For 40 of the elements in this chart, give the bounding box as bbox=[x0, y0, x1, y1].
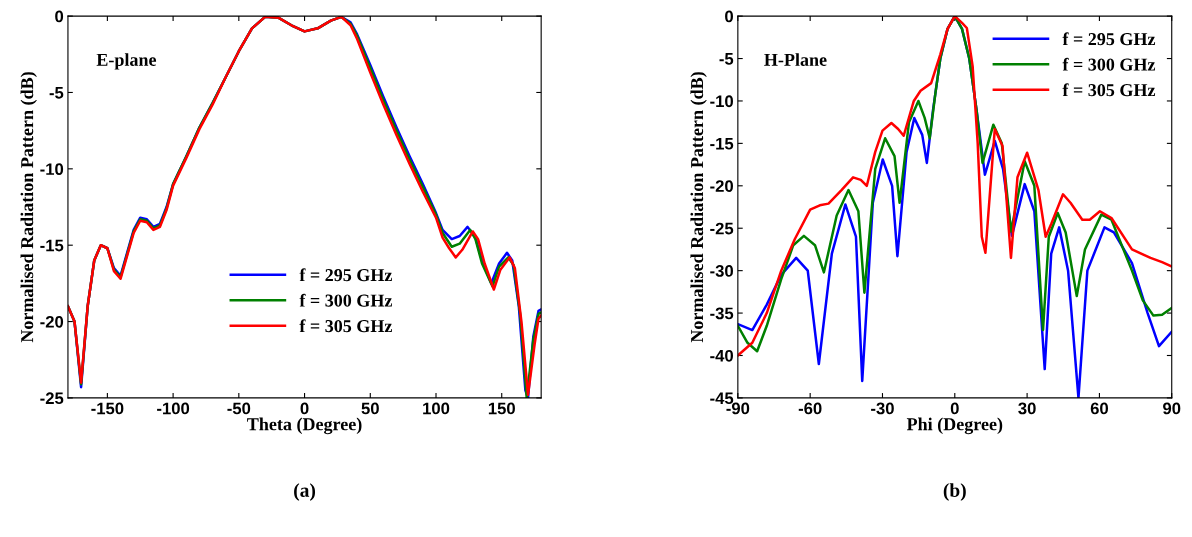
text: (a) bbox=[294, 483, 316, 501]
y-tick-label: -5 bbox=[49, 87, 64, 99]
y-tick-label: -25 bbox=[710, 222, 734, 235]
legend-label: f = 295 GHz bbox=[1062, 32, 1156, 46]
y-tick-label: -30 bbox=[710, 265, 733, 277]
x-tick-label: -90 bbox=[726, 402, 750, 415]
x-tick-label: 60 bbox=[1090, 402, 1109, 415]
x-tick-label: -50 bbox=[227, 402, 251, 415]
y-tick-label: -5 bbox=[719, 53, 734, 65]
y-tick-label: -45 bbox=[710, 392, 734, 405]
y-axis-title: Normalised Radiation Pattern (dB) bbox=[20, 72, 37, 343]
x-tick-label: -100 bbox=[157, 402, 190, 415]
x-tick-label: 100 bbox=[423, 402, 450, 415]
y-tick-label: 0 bbox=[725, 10, 733, 23]
x-axis-title: Phi (Degree) bbox=[906, 417, 1003, 435]
x-tick-label: 150 bbox=[488, 402, 515, 415]
annotation: H-Plane bbox=[764, 53, 827, 66]
x-tick-label: -30 bbox=[871, 402, 894, 415]
legend-label: f = 300 GHz bbox=[1062, 57, 1156, 71]
y-tick-label: -20 bbox=[710, 180, 733, 193]
y-tick-label: -10 bbox=[710, 95, 733, 108]
legend-label: f = 305 GHz bbox=[1062, 83, 1156, 97]
y-tick-label: -15 bbox=[710, 137, 734, 150]
y-tick-label: -15 bbox=[40, 239, 64, 252]
x-tick-label: 30 bbox=[1018, 402, 1036, 415]
y-tick-label: -10 bbox=[40, 163, 64, 176]
x-tick-label: 0 bbox=[300, 402, 309, 415]
x-tick-label: -60 bbox=[798, 402, 822, 415]
text: (b) bbox=[943, 483, 966, 501]
x-tick-label: -150 bbox=[91, 402, 124, 415]
x-axis-title: Theta (Degree) bbox=[247, 417, 362, 435]
y-tick-label: -20 bbox=[40, 315, 64, 328]
y-tick-label: -40 bbox=[710, 349, 733, 362]
y-tick-label: -25 bbox=[40, 392, 64, 405]
x-tick-label: 90 bbox=[1163, 402, 1181, 415]
y-axis-title: Normalised Radiation Pattern (dB) bbox=[690, 72, 707, 343]
y-tick-label: -35 bbox=[710, 307, 734, 320]
x-tick-label: 0 bbox=[950, 402, 959, 415]
y-tick-label: 0 bbox=[55, 10, 64, 23]
x-tick-label: 50 bbox=[361, 402, 379, 415]
